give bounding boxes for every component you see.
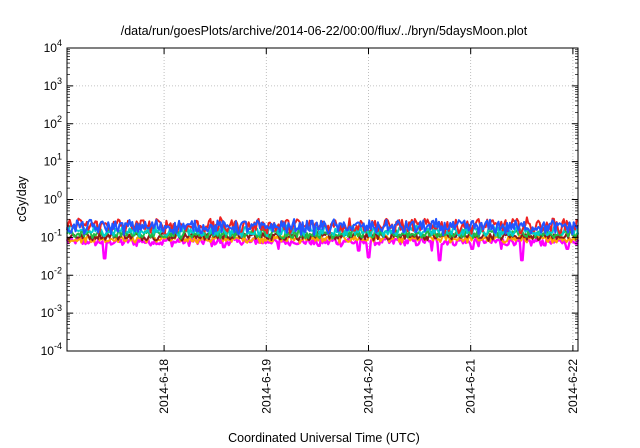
grid-lines (67, 48, 578, 351)
x-tick-label: 2014-6-21 (464, 359, 478, 414)
y-tick-label: 10-2 (41, 265, 62, 282)
series-line-blue (66, 217, 579, 237)
x-tick-label: 2014-6-22 (566, 359, 580, 414)
x-tick-label: 2014-6-19 (259, 359, 273, 414)
x-axis-label: Coordinated Universal Time (UTC) (228, 431, 420, 445)
y-axis-label: cGy/day (15, 175, 29, 222)
x-tick-label: 2014-6-18 (157, 359, 171, 414)
y-tick-label: 104 (44, 38, 62, 55)
y-axis: 10-4 10-3 10-2 10-1 100 101 102 103 104 (41, 38, 578, 358)
x-tick-label: 2014-6-20 (361, 359, 375, 414)
x-axis: 2014-6-18 2014-6-19 2014-6-20 2014-6-21 2014… (157, 48, 580, 414)
y-tick-label: 100 (44, 190, 62, 207)
y-tick-label: 10-4 (41, 341, 62, 358)
y-tick-label: 102 (44, 114, 62, 131)
chart-title: /data/run/goesPlots/archive/2014-06-22/0… (121, 24, 528, 38)
series-group (65, 216, 580, 262)
y-tick-label: 101 (44, 152, 62, 169)
y-tick-label: 10-1 (41, 227, 62, 244)
y-tick-label: 10-3 (41, 303, 62, 320)
y-tick-label: 103 (44, 76, 62, 93)
